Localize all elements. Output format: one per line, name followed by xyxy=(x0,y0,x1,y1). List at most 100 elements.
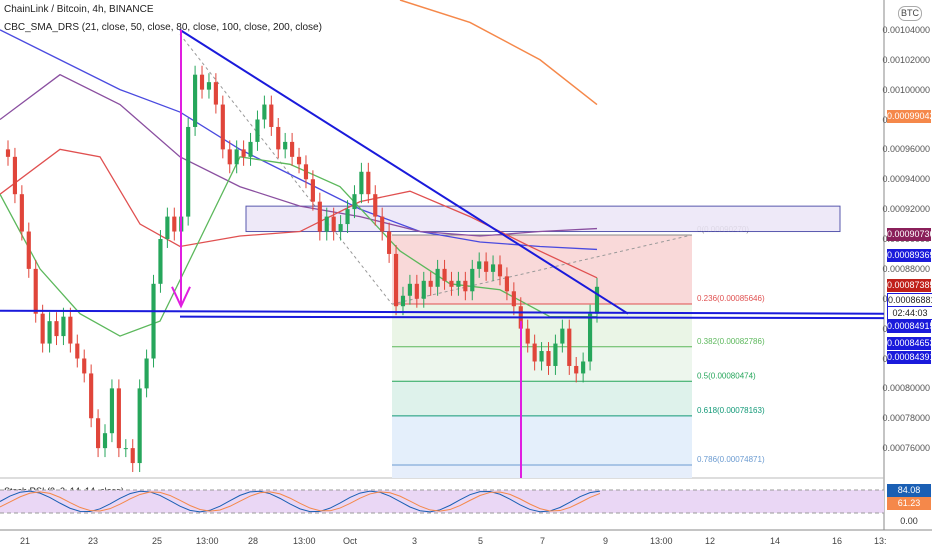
candle xyxy=(463,280,468,292)
candle xyxy=(525,328,530,344)
candle xyxy=(193,74,198,127)
candle xyxy=(435,268,440,287)
time-tick: 13:00 xyxy=(196,536,219,546)
candle xyxy=(387,231,392,254)
candle xyxy=(581,361,586,374)
candle xyxy=(5,149,11,157)
rsi-value-tag: 0.00 xyxy=(887,515,931,528)
price-tick: 0.00088000 xyxy=(882,263,930,274)
candle xyxy=(40,313,45,344)
sma80-line xyxy=(0,73,598,237)
candle xyxy=(449,280,454,287)
time-tick: 16 xyxy=(832,536,843,546)
candle xyxy=(130,448,135,464)
candle xyxy=(276,126,281,150)
candle xyxy=(373,194,378,217)
price-tick: 0.00080000 xyxy=(882,383,930,394)
candle xyxy=(428,280,433,287)
candle xyxy=(82,358,87,374)
resistance-box xyxy=(245,205,841,233)
candle xyxy=(303,164,309,180)
candle xyxy=(539,351,544,362)
stoch-d xyxy=(0,491,601,512)
candle xyxy=(96,418,101,449)
price-tick: 0.00102000 xyxy=(882,54,930,65)
candle xyxy=(324,216,329,232)
fib-label: 0.382(0.00082786) xyxy=(697,337,765,346)
time-tick: 5 xyxy=(478,536,484,546)
candle xyxy=(456,280,461,287)
sma200-line xyxy=(399,0,598,106)
candle xyxy=(255,119,260,142)
fib-zone xyxy=(392,415,692,465)
time-tick: 28 xyxy=(248,536,259,546)
price-tag: 0.00099042 xyxy=(887,110,932,123)
sma50-line xyxy=(0,148,598,279)
price-tick: 0.00092000 xyxy=(882,204,930,215)
time-tick: 12 xyxy=(705,536,716,546)
time-tick: 9 xyxy=(603,536,609,546)
time-tick: 21 xyxy=(20,536,31,546)
candle xyxy=(213,82,218,105)
candle xyxy=(290,141,295,157)
fib-zone xyxy=(392,304,692,347)
stoch-k xyxy=(0,490,601,513)
candle xyxy=(172,216,177,232)
rsi-value-tag: 61.23 xyxy=(887,497,931,510)
price-tick: 0.00100000 xyxy=(882,84,930,95)
candle xyxy=(137,388,142,464)
currency-badge[interactable]: BTC xyxy=(898,6,922,21)
candle xyxy=(12,156,18,195)
candle xyxy=(116,388,121,449)
candle xyxy=(109,388,115,434)
candle xyxy=(241,149,246,157)
candle xyxy=(477,261,482,269)
time-tick: 13: xyxy=(874,536,887,546)
candle xyxy=(296,156,302,165)
candle xyxy=(380,216,385,232)
descending-trendline xyxy=(179,29,629,315)
candle xyxy=(331,216,336,232)
rsi-value-tag: 84.08 xyxy=(887,484,931,497)
candle xyxy=(75,343,80,359)
candle xyxy=(587,313,593,362)
time-tick: 23 xyxy=(88,536,99,546)
price-tag: 0.00090736 xyxy=(887,228,932,241)
candle xyxy=(497,264,503,277)
candle xyxy=(414,283,419,299)
candle xyxy=(594,286,600,314)
candle xyxy=(61,316,66,337)
candle xyxy=(248,141,253,157)
candle xyxy=(338,224,343,232)
sma100-line xyxy=(0,29,598,251)
fib-trend-dashed xyxy=(179,34,393,305)
time-tick: 13:00 xyxy=(293,536,316,546)
candle xyxy=(68,316,73,344)
chart-title: ChainLink / Bitcoin, 4h, BINANCE xyxy=(4,4,154,15)
time-tick: 3 xyxy=(412,536,418,546)
price-tag: 02:44:03 xyxy=(887,306,932,320)
candle xyxy=(553,343,558,366)
candle xyxy=(234,149,239,165)
candle xyxy=(47,321,52,344)
time-tick: Oct xyxy=(343,536,358,546)
candle xyxy=(574,365,579,374)
candle xyxy=(317,201,322,232)
support-line-2 xyxy=(179,315,885,320)
candle xyxy=(144,358,149,389)
candle xyxy=(511,291,516,307)
candle xyxy=(504,276,509,292)
candle xyxy=(262,104,267,120)
price-tag: 0.00084391 xyxy=(887,351,932,364)
fib-label: 0.786(0.00074871) xyxy=(697,455,765,464)
candle xyxy=(283,141,288,150)
price-tick: 0.00094000 xyxy=(882,174,930,185)
candle xyxy=(89,373,94,419)
price-tick: 0.00104000 xyxy=(882,24,930,35)
candle xyxy=(470,268,475,292)
candle xyxy=(310,179,315,202)
support-line xyxy=(0,309,885,315)
candle xyxy=(158,239,163,284)
candle xyxy=(151,283,156,359)
